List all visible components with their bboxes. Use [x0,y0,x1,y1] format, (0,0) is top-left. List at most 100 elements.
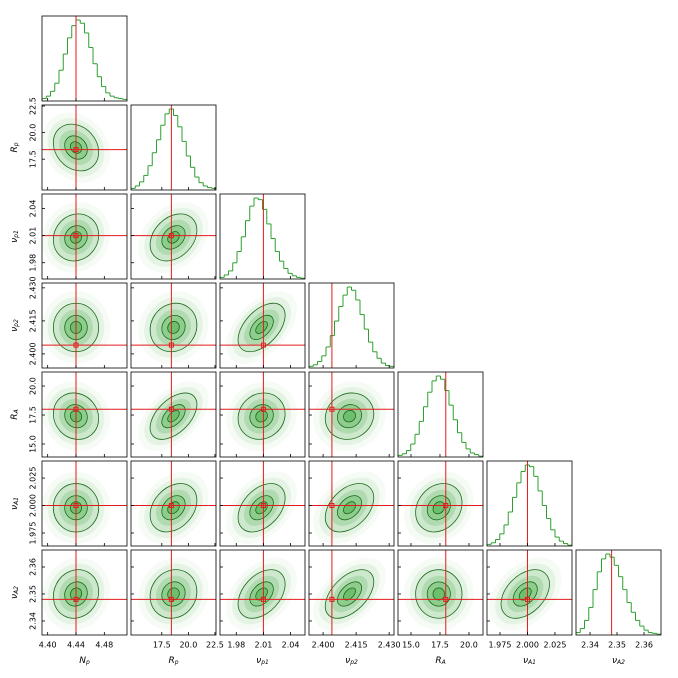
y-tick-label: 20.0 [29,124,38,142]
axis-label-sub: p1 [260,659,269,666]
density-contour [237,302,286,353]
panel-frame [308,549,395,636]
density-contour [415,569,463,619]
panel-frame [308,282,395,369]
truth-point [73,233,79,239]
density-contour [426,581,451,607]
density-contour [161,581,186,607]
density-contour [237,569,286,619]
density-contour [421,575,457,613]
x-tick-label: 15.0 [402,641,420,650]
axis-label: νA1 [523,656,536,666]
axis-label: νp2 [345,656,358,666]
panel [220,194,305,279]
panel-frame [41,460,128,547]
y-tick-label: 2.000 [29,494,38,517]
density-contour [432,587,446,601]
truth-point [329,596,335,602]
x-tick-label: 22.5 [206,641,224,650]
density-contour [324,483,375,533]
panel [220,550,305,635]
density-contour [255,409,268,423]
axis-label: νA2 [10,586,20,599]
density-contour [249,404,274,429]
axis-label: Np [79,656,90,666]
density-contour [144,563,203,625]
axis-label-main: R [10,146,20,152]
x-tick-label: 20.0 [179,641,197,650]
panel-frame [397,371,484,458]
truth-point [73,147,79,153]
density-contour [237,392,286,440]
panel [42,550,127,635]
panel-frame [130,104,217,191]
axis-label-main: ν [256,656,261,666]
density-contour [343,501,356,515]
axis-label-sub: p2 [13,319,20,328]
x-tick-label: 4.44 [67,641,85,650]
panel [398,550,483,635]
axis-label-sub: A1 [13,497,20,506]
axis-label-main: ν [10,505,20,510]
panel-frame [219,193,306,280]
y-tick-label: 2.36 [29,558,38,576]
axis-label-main: N [79,656,86,666]
panel-frame [130,282,217,369]
panel-frame [130,460,217,547]
density-contour [415,483,463,533]
axis-label-sub: A2 [616,659,625,666]
axis-label-main: ν [10,594,20,599]
density-contour [500,569,550,619]
density-contour [319,387,380,446]
panel-frame [486,460,573,547]
x-tick-label: 20.0 [460,641,478,650]
panel [131,550,216,635]
x-tick-label: 2.04 [282,641,300,650]
density-contour [226,291,297,364]
density-contour [324,392,375,440]
panel [42,283,127,368]
panel-frame [397,460,484,547]
x-tick-label: 2.35 [608,641,626,650]
density-contour [149,569,198,619]
axis-label-main: ν [523,656,528,666]
panel [42,16,127,101]
y-tick-label: 15.0 [29,435,38,453]
truth-point [524,596,530,602]
panel [42,372,127,457]
panel [220,283,305,368]
truth-point [260,503,266,509]
axis-label: νA2 [612,656,625,666]
density-contour [167,321,180,334]
axis-label-main: R [168,656,174,666]
panel-frame [130,193,217,280]
truth-point [73,406,79,412]
y-tick-label: 2.400 [29,342,38,365]
density-contour [331,489,368,526]
density-contour [432,501,446,515]
truth-point [73,596,79,602]
panel [487,550,572,635]
density-contour [243,575,280,613]
density-contour [144,297,203,358]
density-contour [507,575,544,613]
panel [398,461,483,546]
density-contour [313,557,386,631]
panel-frame [219,282,306,369]
truth-point [168,233,174,239]
x-tick-label: 17.5 [153,641,171,650]
density-contour [226,557,297,631]
axis-label-sub: A [441,659,446,666]
x-tick-label: 2.000 [516,641,539,650]
panel [309,461,394,546]
density-contour [337,495,363,521]
truth-point [443,503,449,509]
density-contour [404,557,474,631]
x-tick-label: 1.98 [227,641,245,650]
panel-frame [130,371,217,458]
axis-label-main: ν [10,327,20,332]
density-contour [255,321,268,334]
truth-point [260,342,266,348]
x-tick-label: 2.36 [635,641,653,650]
x-tick-label: 2.430 [378,641,401,650]
